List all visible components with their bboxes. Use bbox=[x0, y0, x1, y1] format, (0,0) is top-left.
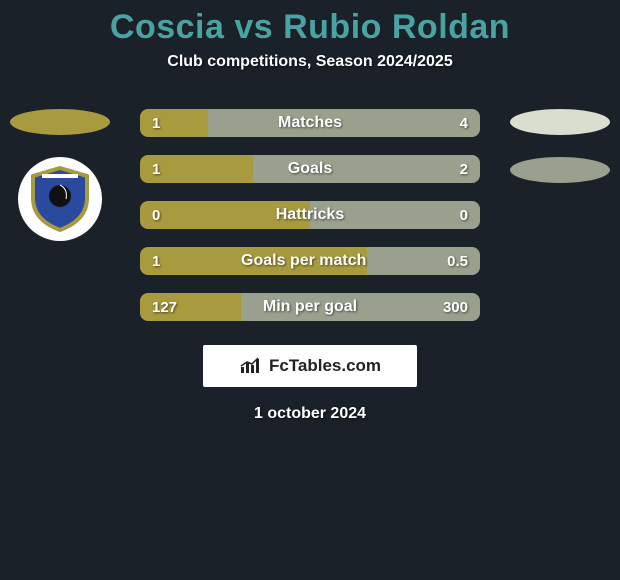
subtitle: Club competitions, Season 2024/2025 bbox=[0, 53, 620, 71]
bar-chart-icon bbox=[239, 357, 263, 375]
stat-segment-left bbox=[140, 247, 367, 275]
stat-segment-right bbox=[310, 201, 480, 229]
stat-segment-right bbox=[253, 155, 480, 183]
brand-badge: FcTables.com bbox=[203, 345, 417, 387]
stat-segment-right bbox=[367, 247, 480, 275]
stat-segment-left bbox=[140, 293, 241, 321]
stat-segment-right bbox=[208, 109, 480, 137]
right-player-column bbox=[500, 109, 620, 205]
left-club-badge bbox=[18, 157, 102, 241]
stat-segment-right bbox=[241, 293, 480, 321]
right-player-ellipse-1 bbox=[510, 109, 610, 135]
date-label: 1 october 2024 bbox=[0, 405, 620, 423]
stat-segment-left bbox=[140, 109, 208, 137]
stat-row: 127Min per goal300 bbox=[140, 293, 480, 321]
shield-icon bbox=[25, 164, 95, 234]
stat-segment-left bbox=[140, 155, 253, 183]
stat-segment-left bbox=[140, 201, 310, 229]
stat-row: 1Goals2 bbox=[140, 155, 480, 183]
page-title: Coscia vs Rubio Roldan bbox=[0, 0, 620, 47]
comparison-chart: 1Matches4 1Goals2 0Hattricks0 1Goals per ma… bbox=[0, 109, 620, 321]
stat-bars: 1Matches4 1Goals2 0Hattricks0 1Goals per ma… bbox=[140, 109, 480, 321]
stat-row: 1Goals per match0.5 bbox=[140, 247, 480, 275]
stat-row: 0Hattricks0 bbox=[140, 201, 480, 229]
left-player-column bbox=[0, 109, 120, 241]
stat-row: 1Matches4 bbox=[140, 109, 480, 137]
left-player-ellipse bbox=[10, 109, 110, 135]
right-player-ellipse-2 bbox=[510, 157, 610, 183]
brand-text: FcTables.com bbox=[269, 356, 381, 376]
